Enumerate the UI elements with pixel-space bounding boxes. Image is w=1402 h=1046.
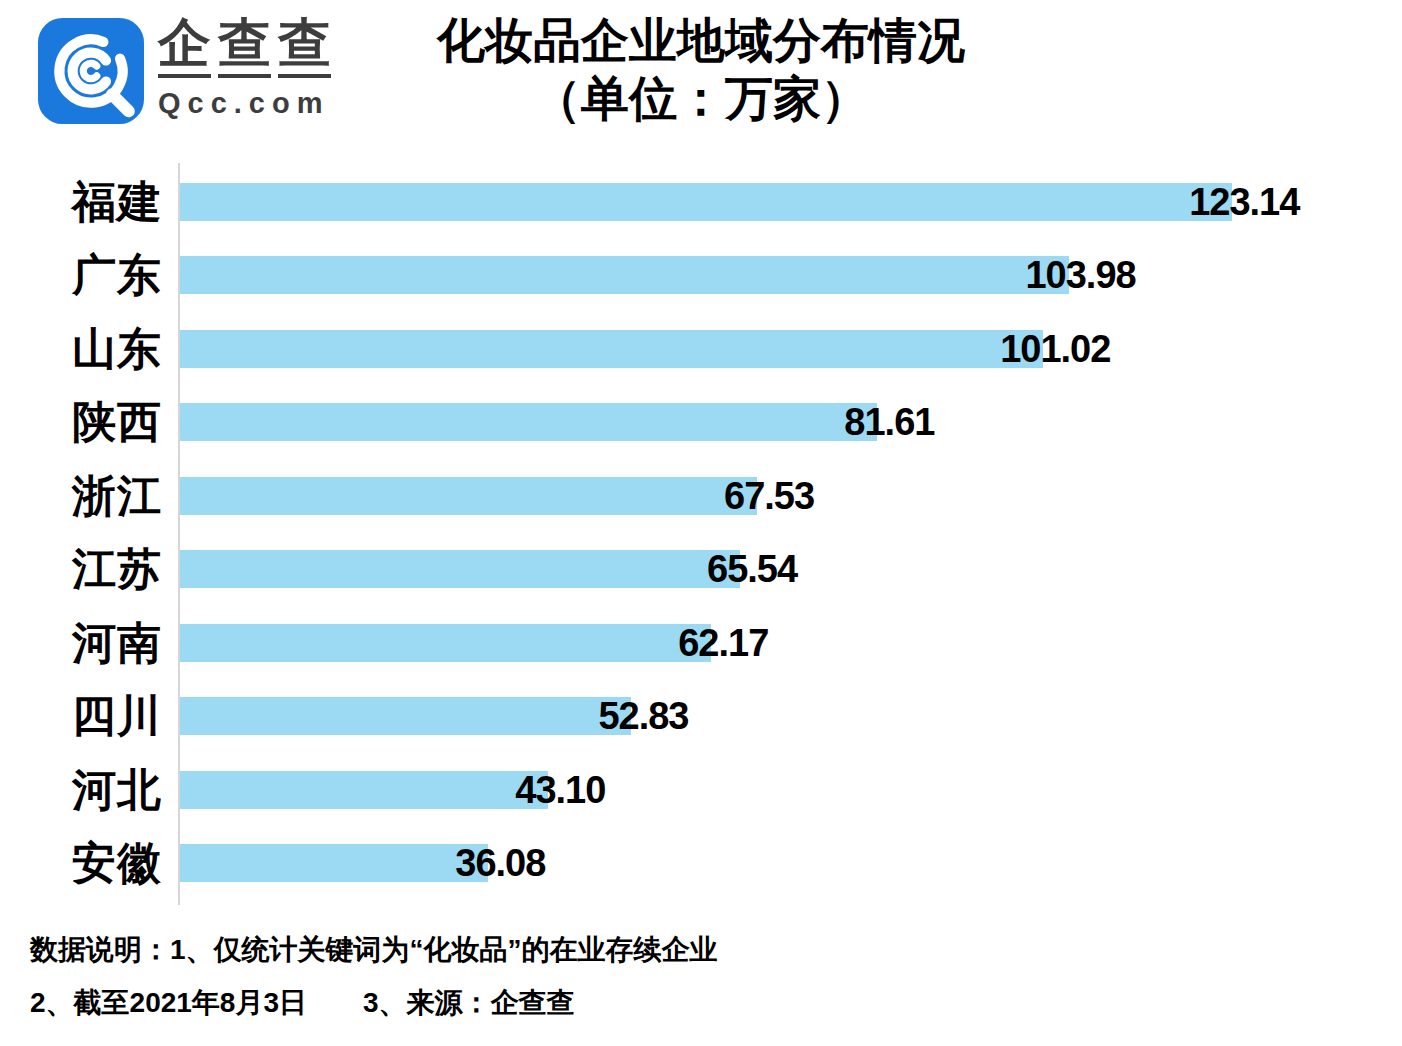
bar-row: 福建 123.14 [0, 165, 1402, 239]
category-label: 山东 [0, 327, 170, 371]
bar-track: 103.98 [180, 239, 1402, 313]
value-label: 43.10 [515, 768, 605, 811]
category-label: 河北 [0, 768, 170, 812]
footnotes: 数据说明：1、仅统计关键词为“化妆品”的在业存续企业 2、截至2021年8月3日… [30, 933, 718, 1019]
bar [180, 624, 711, 662]
bar [180, 403, 877, 441]
bar-track: 81.61 [180, 386, 1402, 460]
bar [180, 256, 1069, 294]
bar-track: 65.54 [180, 533, 1402, 607]
value-label: 81.61 [844, 401, 934, 444]
bar-track: 52.83 [180, 680, 1402, 754]
bar [180, 697, 631, 735]
category-label: 安徽 [0, 841, 170, 885]
bar-row: 浙江 67.53 [0, 459, 1402, 533]
category-label: 江苏 [0, 547, 170, 591]
bar [180, 844, 488, 882]
bar [180, 183, 1232, 221]
value-label: 101.02 [1000, 327, 1110, 370]
value-label: 103.98 [1025, 254, 1135, 297]
bar-track: 43.10 [180, 753, 1402, 827]
value-label: 65.54 [707, 548, 797, 591]
category-label: 陕西 [0, 400, 170, 444]
value-label: 123.14 [1189, 180, 1299, 223]
bar-row: 四川 52.83 [0, 680, 1402, 754]
value-label: 62.17 [678, 621, 768, 664]
chart-title-line2: （单位：万家） [0, 70, 1402, 128]
bar-row: 安徽 36.08 [0, 827, 1402, 901]
value-label: 52.83 [598, 695, 688, 738]
category-label: 浙江 [0, 474, 170, 518]
bar-track: 67.53 [180, 459, 1402, 533]
bar-track: 123.14 [180, 165, 1402, 239]
bar [180, 771, 548, 809]
bar-row: 河北 43.10 [0, 753, 1402, 827]
bar-row: 陕西 81.61 [0, 386, 1402, 460]
category-label: 四川 [0, 694, 170, 738]
bar-rows: 福建 123.14 广东 103.98 山东 101.02 陕西 81.61 浙江 67.53 江苏… [0, 165, 1402, 900]
bar-row: 广东 103.98 [0, 239, 1402, 313]
chart-title: 化妆品企业地域分布情况 （单位：万家） [0, 12, 1402, 128]
bar [180, 477, 757, 515]
category-label: 河南 [0, 621, 170, 665]
footnote-line2: 2、截至2021年8月3日 3、来源：企查查 [30, 986, 718, 1019]
bar-row: 江苏 65.54 [0, 533, 1402, 607]
chart-title-line1: 化妆品企业地域分布情况 [0, 12, 1402, 70]
category-label: 福建 [0, 180, 170, 224]
bar-track: 36.08 [180, 827, 1402, 901]
category-label: 广东 [0, 253, 170, 297]
bar [180, 330, 1043, 368]
value-label: 36.08 [455, 842, 545, 885]
value-label: 67.53 [724, 474, 814, 517]
bar [180, 550, 740, 588]
bar-row: 山东 101.02 [0, 312, 1402, 386]
bar-row: 河南 62.17 [0, 606, 1402, 680]
bar-track: 101.02 [180, 312, 1402, 386]
bar-track: 62.17 [180, 606, 1402, 680]
footnote-line1: 数据说明：1、仅统计关键词为“化妆品”的在业存续企业 [30, 933, 718, 966]
